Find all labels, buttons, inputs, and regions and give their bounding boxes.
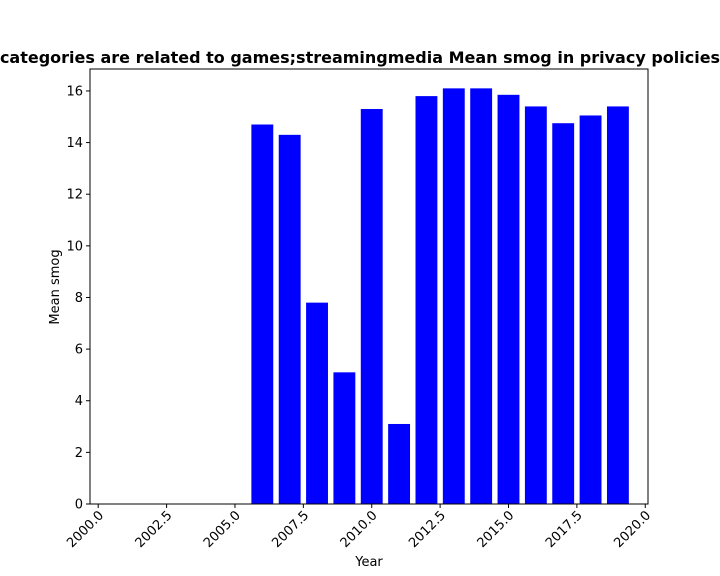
bar-2006 xyxy=(251,124,274,504)
x-tick-label: 2010.0 xyxy=(338,508,381,551)
bar-2012 xyxy=(415,96,438,505)
bar-2017 xyxy=(552,123,575,505)
y-tick-label: 14 xyxy=(66,136,83,151)
x-tick-label: 2005.0 xyxy=(201,508,244,551)
x-tick-label: 2015.0 xyxy=(475,508,518,551)
x-tick-label: 2007.5 xyxy=(269,508,312,551)
x-tick-label: 2017.5 xyxy=(543,508,586,551)
bar-2008 xyxy=(306,302,328,504)
y-tick-label: 16 xyxy=(66,84,83,99)
bar-2013 xyxy=(442,88,465,505)
bar-2018 xyxy=(579,115,602,504)
x-tick-label: 2020.0 xyxy=(611,508,654,551)
bar-2010 xyxy=(360,109,383,504)
y-tick-label: 0 xyxy=(75,498,83,513)
bar-2019 xyxy=(606,106,629,505)
y-tick-label: 4 xyxy=(75,394,83,409)
x-axis-ticks: 2000.0 2002.5 2005.0 2007.5 2010.0 2012.5 2015… xyxy=(64,504,654,551)
y-axis-ticks: 0 2 4 6 8 10 12 14 16 xyxy=(66,84,90,513)
x-axis-label: Year xyxy=(354,555,383,570)
x-tick-label: 2000.0 xyxy=(64,508,107,551)
bar-2007 xyxy=(278,134,301,504)
y-axis-label: Mean smog xyxy=(48,249,63,324)
bar-2015 xyxy=(497,94,520,504)
bar-2009 xyxy=(333,372,356,504)
plot-frame xyxy=(89,68,649,505)
bar-2011 xyxy=(388,423,411,504)
y-tick-label: 12 xyxy=(66,188,83,203)
y-tick-label: 2 xyxy=(75,446,83,461)
bar-2016 xyxy=(524,106,547,505)
y-tick-label: 6 xyxy=(75,343,83,358)
y-tick-label: 10 xyxy=(66,239,83,254)
x-tick-label: 2002.5 xyxy=(133,508,176,551)
y-tick-label: 8 xyxy=(75,291,83,306)
bar-group xyxy=(251,88,629,505)
bar-2014 xyxy=(470,88,493,505)
x-tick-label: 2012.5 xyxy=(406,508,449,551)
chart-title: categories are related to games;streamin… xyxy=(0,48,720,67)
